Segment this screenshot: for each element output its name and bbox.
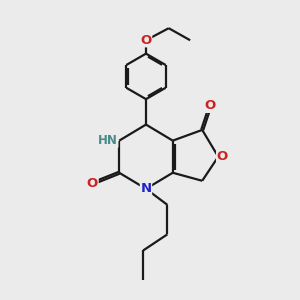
Text: O: O: [140, 34, 152, 47]
Text: O: O: [87, 177, 98, 190]
Text: N: N: [140, 182, 152, 195]
Text: O: O: [217, 150, 228, 163]
Text: HN: HN: [98, 134, 118, 147]
Text: O: O: [205, 99, 216, 112]
